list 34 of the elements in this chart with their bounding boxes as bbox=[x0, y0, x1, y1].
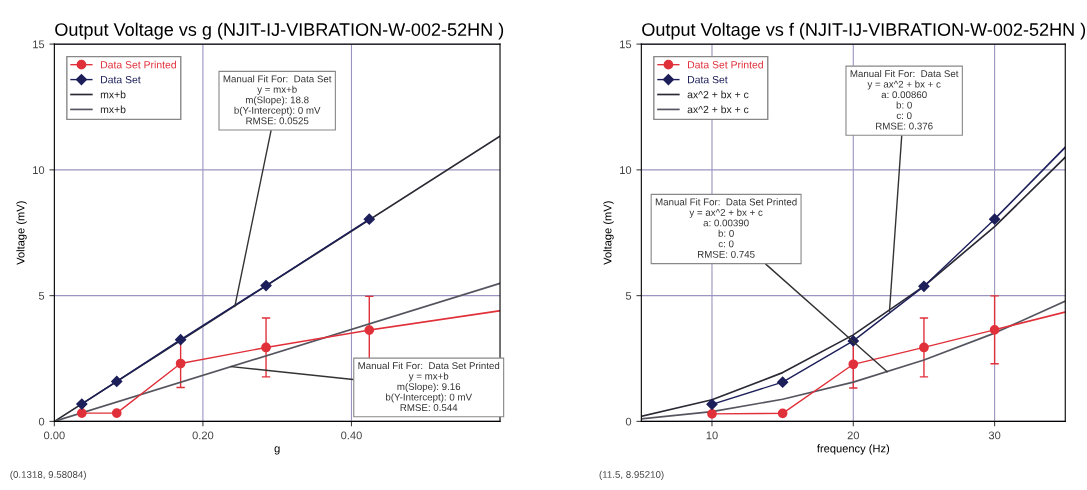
annotation: Manual Fit For: Data Set Printed y = mx+b m(Slope): 9.16 b(Y-Intercept): 0 mV RMSE: 0.544 bbox=[358, 361, 500, 411]
y-tick-label: 10 bbox=[620, 166, 632, 174]
legend-label: Data Set Printed bbox=[688, 60, 763, 69]
x-axis-title: g bbox=[274, 446, 280, 455]
text: (0.1318, 9.58084) bbox=[10, 470, 86, 480]
text: (11.5, 8.95210) bbox=[599, 470, 664, 480]
chart-title: Output Voltage vs f (NJIT-IJ-VIBRATION-W-002-52HN ) bbox=[642, 22, 1086, 40]
y-tick-label: 15 bbox=[620, 40, 632, 49]
legend-label: mx+b bbox=[100, 105, 126, 114]
y-axis-title: Voltage (mV) bbox=[16, 201, 27, 265]
legend-label: mx+b bbox=[100, 90, 126, 99]
x-tick-label: 10 bbox=[706, 431, 718, 440]
y-tick-label: 0 bbox=[38, 417, 45, 426]
legend-label: ax^2 + bx + c bbox=[687, 105, 749, 114]
x-axis-title: frequency (Hz) bbox=[817, 444, 890, 455]
annotation: Manual Fit For: Data Set Printed y = ax^2 + bx + c a: 0.00390 b: 0 c: 0 RMSE: 0.745 bbox=[655, 198, 797, 258]
y-axis-title: Voltage (mV) bbox=[603, 201, 614, 265]
annotation: Manual Fit For: Data Set y = ax^2 + bx + c a: 0.00860 b: 0 c: 0 RMSE: 0.376 bbox=[850, 69, 959, 130]
legend-label: Data Set bbox=[101, 75, 141, 84]
x-tick-label: 20 bbox=[847, 431, 860, 440]
x-tick-label: 30 bbox=[988, 431, 1001, 440]
y-tick-label: 10 bbox=[33, 166, 45, 174]
annotation: Manual Fit For: Data Set y = mx+b m(Slope): 18.8 b(Y-Intercept): 0 mV RMSE: 0.0525 bbox=[223, 75, 332, 125]
chart-title: Output Voltage vs g (NJIT-IJ-VIBRATION-W-002-52HN ) bbox=[55, 22, 504, 40]
y-tick-label: 15 bbox=[33, 40, 45, 49]
legend-label: Data Set bbox=[688, 75, 728, 84]
x-tick-label: 0.00 bbox=[43, 431, 65, 440]
y-tick-label: 0 bbox=[625, 417, 632, 426]
x-tick-label: 0.40 bbox=[341, 431, 362, 440]
legend-label: Data Set Printed bbox=[101, 60, 176, 69]
legend-label: ax^2 + bx + c bbox=[687, 90, 749, 99]
y-tick-label: 5 bbox=[625, 292, 632, 300]
y-tick-label: 5 bbox=[38, 292, 45, 300]
x-tick-label: 0.20 bbox=[192, 431, 214, 440]
